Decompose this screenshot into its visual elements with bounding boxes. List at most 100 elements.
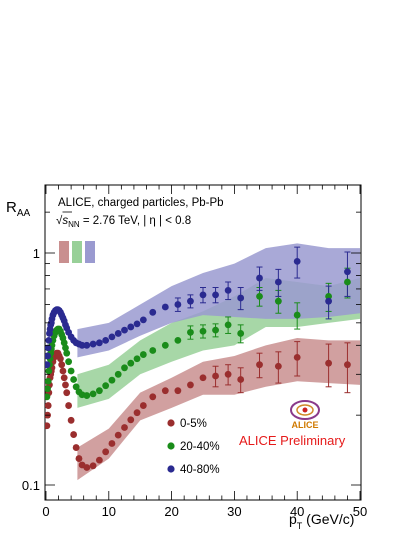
legend-item-40-80: 40-80%: [167, 464, 220, 476]
point-0-23: [70, 431, 78, 438]
normalization-boxes: [59, 241, 95, 263]
tick-labels: 0 10 20 30 40 50 0.1 1: [22, 246, 367, 519]
point-2-28: [89, 340, 97, 348]
point-2-26: [78, 341, 86, 349]
point-1-32: [114, 370, 122, 378]
y-tick-label-1: 1: [33, 246, 40, 261]
point-0-47: [293, 353, 301, 361]
point-1-19: [62, 344, 69, 352]
point-0-25: [75, 455, 83, 462]
point-1-30: [102, 382, 110, 390]
annotation-experiment: ALICE, charged particles, Pb-Pb: [58, 197, 224, 209]
point-1-29: [95, 387, 103, 395]
x-axis-label: pT (GeV/c): [289, 511, 354, 531]
point-1-48: [325, 293, 332, 300]
svg-text:ALICE: ALICE: [292, 420, 319, 430]
point-1-35: [133, 355, 141, 363]
x-tick-label-0: 0: [42, 504, 49, 519]
point-1-28: [89, 390, 97, 398]
point-1-27: [83, 392, 91, 399]
annotation-energy: √sNN = 2.76 TeV, | η | < 0.8: [56, 214, 191, 229]
point-2-32: [114, 330, 122, 337]
point-1-46: [274, 297, 282, 305]
svg-text:20-40%: 20-40%: [180, 441, 220, 453]
point-2-41: [199, 291, 207, 299]
legend-item-20-40: 20-40%: [167, 441, 220, 453]
point-1-22: [67, 367, 75, 375]
point-1-23: [70, 376, 78, 383]
point-0-32: [114, 431, 122, 439]
point-2-47: [293, 258, 301, 265]
svg-text:40-80%: 40-80%: [180, 464, 220, 476]
point-1-21: [65, 358, 73, 366]
point-0-21: [65, 402, 73, 409]
point-0-34: [127, 416, 135, 424]
point-0-39: [174, 387, 182, 395]
y-axis-label: RAA: [6, 199, 31, 219]
point-1-38: [161, 341, 169, 349]
point-2-42: [212, 291, 219, 299]
point-2-31: [108, 333, 116, 341]
norm-box-0: [59, 241, 69, 263]
point-2-40: [187, 297, 194, 305]
point-1-2: [45, 377, 52, 385]
point-1-45: [256, 293, 263, 300]
point-2-36: [139, 316, 147, 324]
point-1-3: [45, 367, 53, 375]
point-0-17: [59, 367, 67, 375]
point-2-43: [224, 286, 232, 294]
x-tick-label-10: 10: [102, 504, 116, 519]
point-1-33: [121, 364, 128, 372]
systematic-bands: [77, 243, 361, 481]
band-0: [77, 338, 361, 481]
x-tick-label-40: 40: [290, 504, 304, 519]
point-0-43: [224, 370, 232, 378]
point-1-47: [293, 311, 301, 319]
point-0-38: [161, 387, 169, 395]
point-2-3: [45, 337, 53, 344]
point-0-31: [108, 440, 116, 447]
point-0-28: [89, 462, 97, 470]
point-2-0: [45, 361, 51, 369]
point-1-43: [224, 321, 232, 329]
point-2-37: [149, 308, 157, 316]
point-0-20: [63, 389, 71, 397]
data-points: [45, 258, 351, 471]
point-2-46: [274, 278, 282, 286]
legend-item-0-5: 0-5%: [167, 418, 207, 430]
point-0-29: [95, 456, 103, 464]
x-tick-label-50: 50: [353, 504, 367, 519]
point-2-44: [237, 294, 245, 302]
point-0-48: [325, 359, 332, 367]
point-0-35: [133, 409, 141, 417]
point-2-45: [256, 274, 263, 282]
point-1-24: [72, 383, 80, 391]
preliminary-label: ALICE Preliminary: [239, 433, 346, 448]
point-0-24: [72, 444, 80, 451]
point-1-20: [63, 349, 71, 357]
point-1-36: [139, 351, 147, 358]
point-1-42: [212, 326, 219, 334]
svg-text:0-5%: 0-5%: [180, 418, 207, 430]
point-2-49: [344, 268, 351, 276]
point-2-2: [45, 344, 52, 352]
point-1-31: [108, 376, 116, 384]
y-tick-label-0.1: 0.1: [22, 478, 40, 493]
point-1-49: [344, 278, 351, 286]
point-2-38: [161, 303, 169, 311]
point-1-1: [45, 385, 51, 393]
point-0-22: [67, 416, 75, 424]
point-1-44: [237, 330, 245, 337]
point-0-33: [121, 424, 128, 431]
point-0-19: [62, 381, 69, 389]
point-2-35: [133, 320, 141, 328]
point-1-0: [45, 393, 51, 401]
point-2-27: [83, 341, 91, 349]
point-0-15: [57, 355, 64, 363]
point-0-27: [83, 464, 91, 471]
point-1-40: [187, 328, 194, 336]
point-2-29: [95, 339, 103, 347]
point-0-45: [256, 361, 263, 369]
point-2-34: [127, 323, 135, 331]
